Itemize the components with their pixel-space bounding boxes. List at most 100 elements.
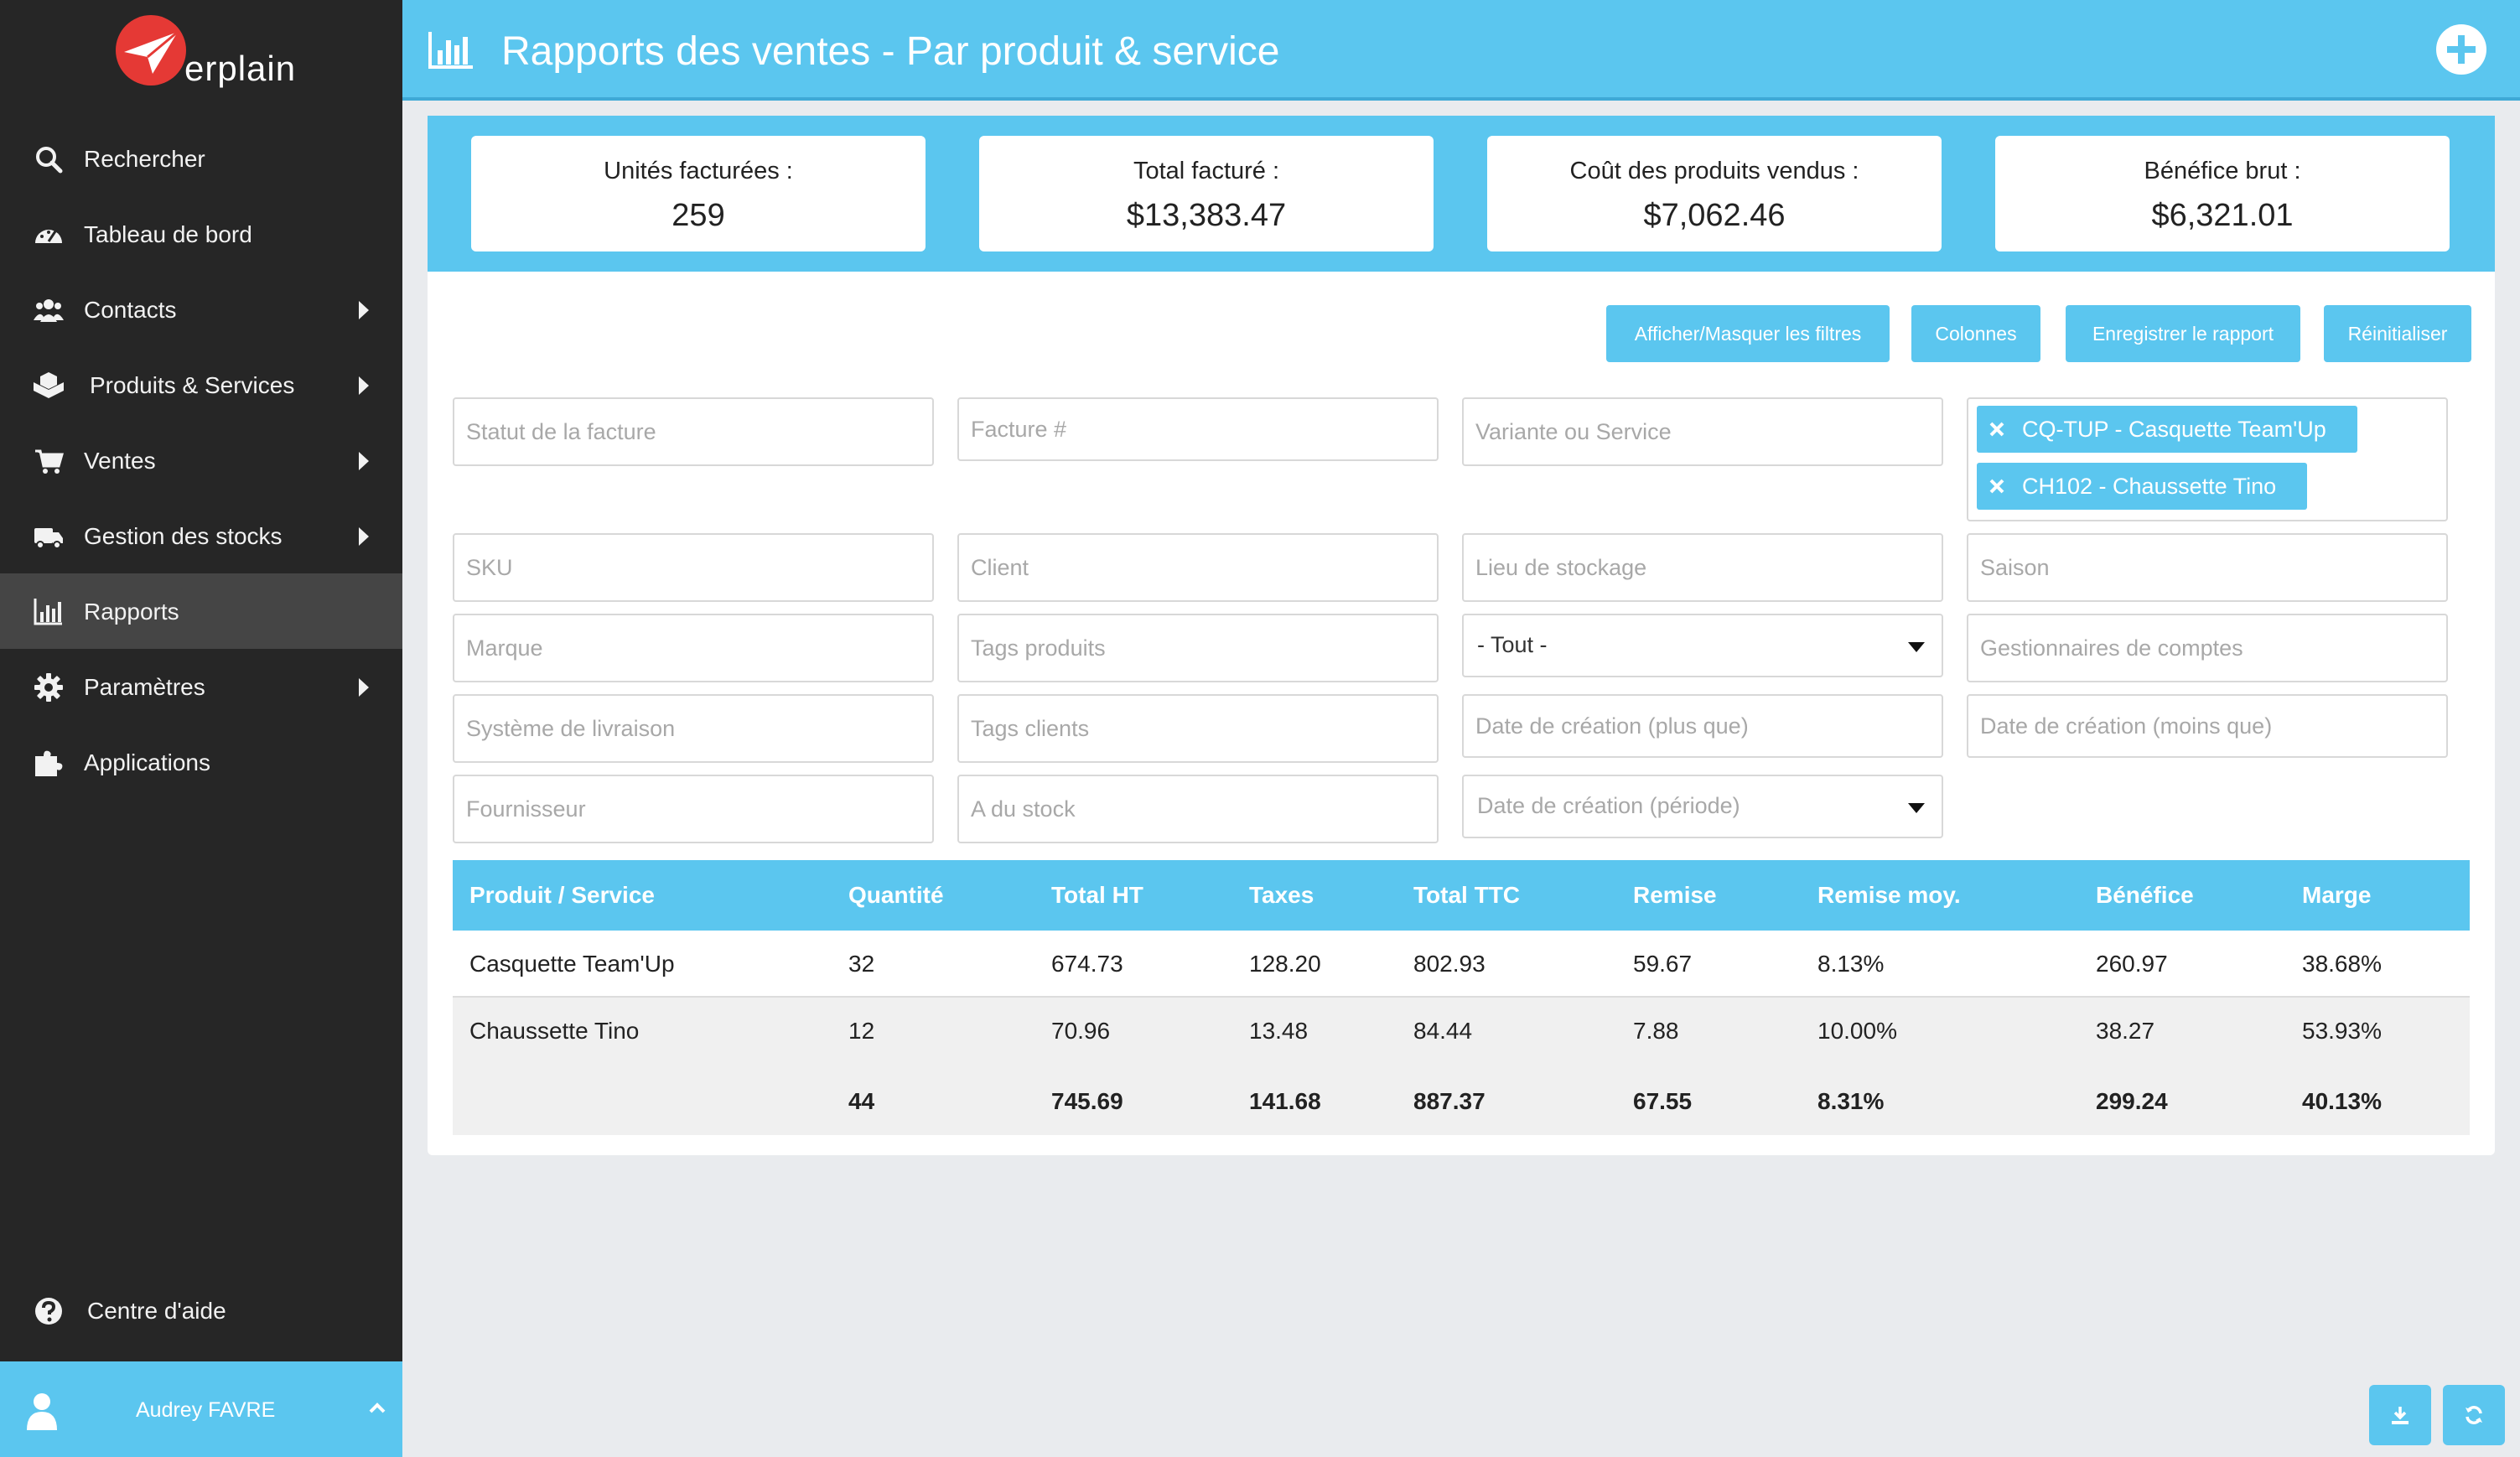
select-value: - Tout -: [1477, 632, 1548, 657]
brand-field[interactable]: [453, 614, 934, 682]
sidebar-nav: Rechercher Tableau de bord Contacts: [0, 121, 402, 800]
invoice-number-field[interactable]: [957, 397, 1439, 461]
toggle-filters-button[interactable]: Afficher/Masquer les filtres: [1606, 305, 1890, 362]
account-managers-field[interactable]: [1967, 614, 2448, 682]
all-select[interactable]: - Tout -: [1462, 614, 1943, 677]
created-before-input[interactable]: [1968, 696, 2446, 756]
remove-icon[interactable]: [1989, 478, 2005, 495]
created-after-input[interactable]: [1464, 696, 1942, 756]
table-row[interactable]: Chaussette Tino 12 70.96 13.48 84.44 7.8…: [453, 998, 2470, 1065]
account-managers-input[interactable]: [1968, 615, 2446, 681]
logo-mark: [116, 15, 186, 86]
table-row[interactable]: Casquette Team'Up 32 674.73 128.20 802.9…: [453, 931, 2470, 998]
select-placeholder: Date de création (période): [1477, 793, 1740, 818]
sidebar-item-parametres[interactable]: Paramètres: [0, 649, 402, 724]
sidebar-item-contacts[interactable]: Contacts: [0, 272, 402, 347]
created-period-select[interactable]: Date de création (période): [1462, 775, 1943, 838]
column-header[interactable]: Remise: [1633, 882, 1717, 908]
add-circle-icon[interactable]: [2435, 23, 2487, 75]
selected-product-tag[interactable]: CQ-TUP - Casquette Team'Up: [1977, 406, 2357, 453]
gear-icon: [34, 673, 63, 702]
has-stock-field[interactable]: [957, 775, 1439, 843]
brand-input[interactable]: [454, 615, 932, 681]
season-field[interactable]: [1967, 533, 2448, 602]
column-header[interactable]: Quantité: [848, 882, 944, 908]
table-cell: 84.44: [1413, 1018, 1473, 1044]
client-field[interactable]: [957, 533, 1439, 602]
season-input[interactable]: [1968, 535, 2446, 600]
client-tags-input[interactable]: [959, 696, 1437, 761]
columns-button[interactable]: Colonnes: [1911, 305, 2040, 362]
created-after-field[interactable]: [1462, 694, 1943, 758]
help-center-link[interactable]: Centre d'aide: [0, 1273, 402, 1348]
table-cell: 260.97: [2096, 951, 2168, 977]
sku-field[interactable]: [453, 533, 934, 602]
sidebar-item-label: Produits & Services: [90, 372, 295, 398]
stat-cost-of-goods: Coût des produits vendus : $7,062.46: [1487, 136, 1942, 251]
invoice-status-field[interactable]: [453, 397, 934, 466]
column-header[interactable]: Marge: [2302, 882, 2372, 908]
sidebar-item-label: Applications: [84, 749, 210, 775]
sidebar-item-gestion-des-stocks[interactable]: Gestion des stocks: [0, 498, 402, 573]
storage-location-input[interactable]: [1464, 535, 1942, 600]
stat-label: Unités facturées :: [604, 158, 793, 184]
invoice-status-input[interactable]: [454, 399, 932, 464]
variant-service-field[interactable]: [1462, 397, 1943, 466]
selected-product-tag[interactable]: CH102 - Chaussette Tino: [1977, 463, 2307, 510]
remove-icon[interactable]: [1989, 421, 2005, 438]
column-header[interactable]: Bénéfice: [2096, 882, 2194, 908]
sidebar-item-produits-services[interactable]: Produits & Services: [0, 347, 402, 423]
table-cell: 13.48: [1249, 1018, 1309, 1044]
page-header: Rapports des ventes - Par produit & serv…: [402, 0, 2520, 101]
column-header[interactable]: Remise moy.: [1817, 882, 1961, 908]
stat-gross-profit: Bénéfice brut : $6,321.01: [1995, 136, 2450, 251]
shipping-system-input[interactable]: [454, 696, 932, 761]
table-cell: 38.68%: [2302, 951, 2382, 977]
sku-input[interactable]: [454, 535, 932, 600]
product-tags-input[interactable]: [959, 615, 1437, 681]
sidebar-item-tableau-de-bord[interactable]: Tableau de bord: [0, 196, 402, 272]
user-menu[interactable]: Audrey FAVRE: [0, 1361, 402, 1457]
app-logo[interactable]: erplain: [116, 15, 309, 91]
client-input[interactable]: [959, 535, 1437, 600]
save-report-button[interactable]: Enregistrer le rapport: [2066, 305, 2300, 362]
product-tags-field[interactable]: [957, 614, 1439, 682]
sidebar-item-ventes[interactable]: Ventes: [0, 423, 402, 498]
sidebar-item-rapports[interactable]: Rapports: [0, 573, 402, 649]
total-cell: 40.13%: [2302, 1088, 2382, 1114]
column-header[interactable]: Produit / Service: [469, 882, 655, 908]
column-header[interactable]: Taxes: [1249, 882, 1314, 908]
table-cell: 802.93: [1413, 951, 1486, 977]
bar-chart-icon: [34, 599, 62, 625]
column-header[interactable]: Total HT: [1051, 882, 1143, 908]
variant-service-input[interactable]: [1464, 399, 1942, 464]
created-before-field[interactable]: [1967, 694, 2448, 758]
table-cell: 7.88: [1633, 1018, 1679, 1044]
table-cell: 10.00%: [1817, 1018, 1897, 1044]
caret-right-icon: [359, 527, 369, 546]
storage-location-field[interactable]: [1462, 533, 1943, 602]
page-title: Rapports des ventes - Par produit & serv…: [501, 29, 1280, 74]
sidebar-item-label: Rechercher: [84, 146, 205, 172]
stat-label: Coût des produits vendus :: [1569, 158, 1859, 184]
refresh-button[interactable]: [2443, 1385, 2505, 1445]
client-tags-field[interactable]: [957, 694, 1439, 763]
supplier-field[interactable]: [453, 775, 934, 843]
total-cell: 44: [848, 1088, 875, 1114]
invoice-number-input[interactable]: [959, 399, 1437, 459]
question-circle-icon: [35, 1298, 62, 1325]
column-header[interactable]: Total TTC: [1413, 882, 1521, 908]
product-tag-field[interactable]: CQ-TUP - Casquette Team'Up CH102 - Chaus…: [1967, 397, 2448, 521]
sidebar-item-rechercher[interactable]: Rechercher: [0, 121, 402, 196]
table-cell: 8.13%: [1817, 951, 1885, 977]
bar-chart-icon: [428, 32, 473, 69]
caret-down-icon: [1908, 803, 1925, 813]
download-button[interactable]: [2369, 1385, 2431, 1445]
tag-label: CH102 - Chaussette Tino: [2022, 474, 2277, 499]
table-cell: 674.73: [1051, 951, 1123, 977]
supplier-input[interactable]: [454, 776, 932, 842]
has-stock-input[interactable]: [959, 776, 1437, 842]
reset-button[interactable]: Réinitialiser: [2324, 305, 2471, 362]
sidebar-item-applications[interactable]: Applications: [0, 724, 402, 800]
shipping-system-field[interactable]: [453, 694, 934, 763]
